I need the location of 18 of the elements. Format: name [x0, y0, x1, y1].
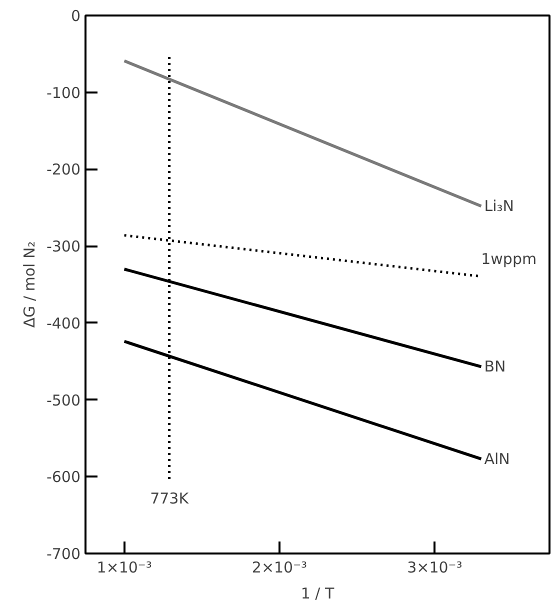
- series-label: 773K: [150, 490, 190, 508]
- y-tick-label: -700: [46, 545, 81, 563]
- y-tick-label: -100: [46, 84, 81, 102]
- x-tick-label: 2×10⁻³: [252, 558, 308, 576]
- y-tick-label: 0: [70, 7, 81, 25]
- series-label: BN: [484, 358, 506, 376]
- y-tick-label: -600: [46, 468, 81, 486]
- x-axis-title: 1 / T: [300, 584, 335, 602]
- y-tick-label: -500: [46, 391, 81, 410]
- series-label: 1wppm: [481, 250, 537, 268]
- y-axis-title: ΔG / mol N₂: [20, 241, 38, 328]
- y-tick-label: -400: [46, 314, 81, 332]
- series-label: Li₃N: [484, 197, 514, 216]
- series-label: AlN: [484, 450, 510, 468]
- x-tick-label: 1×10⁻³: [96, 558, 152, 576]
- x-tick-label: 3×10⁻³: [407, 558, 462, 576]
- y-tick-label: -300: [46, 238, 81, 256]
- y-tick-label: -200: [46, 160, 81, 179]
